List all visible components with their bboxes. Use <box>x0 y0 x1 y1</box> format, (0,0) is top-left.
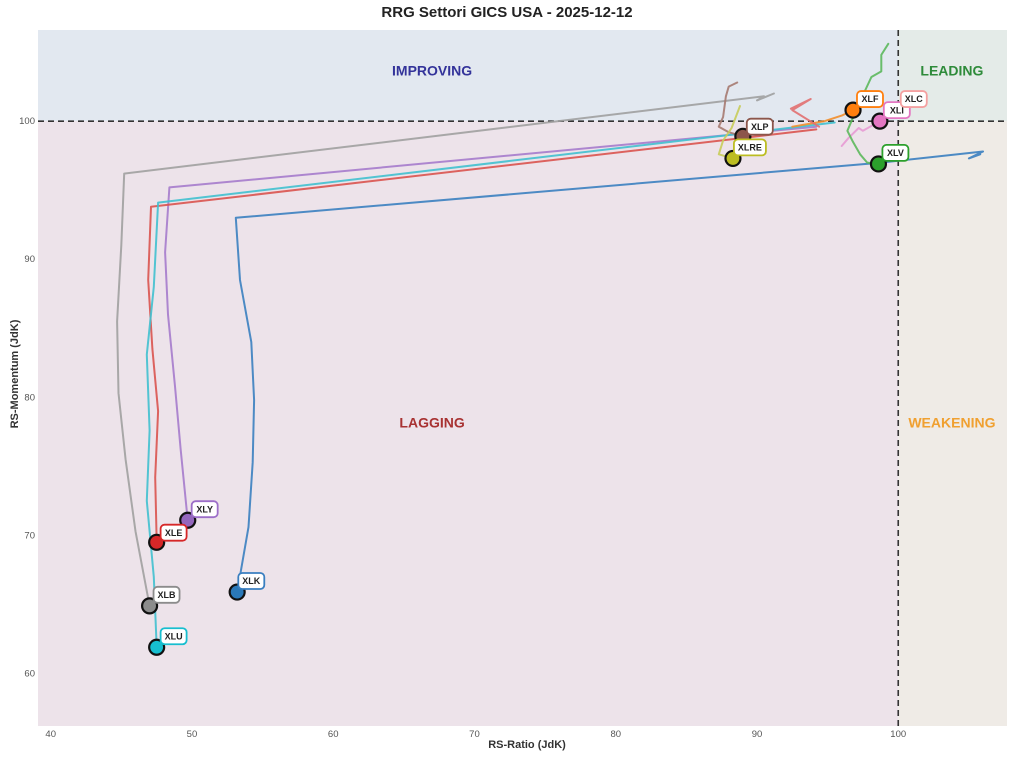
point-xlb <box>140 597 159 615</box>
y-tick: 90 <box>24 254 35 265</box>
trail-xlu <box>145 121 836 649</box>
y-tick: 70 <box>24 530 35 541</box>
trail-xlk <box>234 150 984 593</box>
quadrant-lagging <box>38 121 899 726</box>
label-box <box>745 117 774 136</box>
trail-xlb <box>116 92 775 607</box>
x-tick: 50 <box>187 729 198 740</box>
label-text: XLB <box>158 590 177 600</box>
quadrant-label-improving: IMPROVING <box>392 63 472 79</box>
x-tick: 70 <box>469 729 480 740</box>
x-tick: 60 <box>328 729 339 740</box>
label-box <box>152 585 181 604</box>
trail-xlv <box>846 42 890 165</box>
label-text: XLY <box>196 504 213 514</box>
x-tick: 80 <box>610 729 621 740</box>
label-text: XLF <box>861 94 879 104</box>
label-text: XLRE <box>738 143 762 153</box>
label-box <box>856 90 884 108</box>
label-text: XLP <box>751 122 769 132</box>
quadrant-backgrounds <box>38 30 1007 726</box>
label-xlb: XLB <box>152 585 181 604</box>
x-tick: 90 <box>752 729 763 740</box>
point-xlu <box>148 638 166 656</box>
quadrant-weakening <box>898 121 1007 726</box>
label-xlu: XLU <box>159 627 188 646</box>
label-box <box>159 523 188 542</box>
y-tick: 100 <box>19 116 35 127</box>
label-text: XLI <box>890 105 904 115</box>
x-tick: 40 <box>45 729 56 740</box>
quadrant-improving <box>38 30 899 122</box>
label-xle: XLE <box>159 523 188 542</box>
quadrant-labels: IMPROVING LEADING LAGGING WEAKENING <box>392 63 996 431</box>
point-xlf <box>844 101 862 119</box>
x-axis-label: RS-Ratio (JdK) <box>488 739 566 751</box>
label-text: XLK <box>242 576 261 586</box>
label-text: XLC <box>905 94 924 104</box>
x-tick: 100 <box>890 729 906 740</box>
label-box <box>190 500 219 519</box>
label-box <box>237 572 266 590</box>
label-xlv: XLV <box>881 144 910 162</box>
label-xly: XLY <box>190 500 219 519</box>
sector-points <box>140 101 889 656</box>
trail-xlre <box>717 105 741 160</box>
sector-trails <box>116 42 984 649</box>
axis-ticks: 40 50 60 70 80 90 100 60 70 80 90 100 <box>19 116 906 740</box>
label-text: XLV <box>887 148 904 158</box>
trail-xli <box>840 120 881 147</box>
label-text: XLE <box>165 528 183 538</box>
label-box <box>899 90 928 108</box>
label-xlf: XLF <box>856 90 884 108</box>
label-box <box>733 138 767 157</box>
label-text: XLU <box>165 631 183 641</box>
quadrant-label-lagging: LAGGING <box>399 415 464 431</box>
quadrant-label-weakening: WEAKENING <box>908 415 995 431</box>
trail-xlc <box>789 98 821 128</box>
point-xlv <box>869 155 888 173</box>
trail-xly <box>164 125 818 522</box>
label-xlp: XLP <box>745 117 774 136</box>
y-tick: 80 <box>24 392 35 403</box>
label-box <box>159 627 188 646</box>
label-xlc: XLC <box>899 90 928 108</box>
chart-title: RRG Settori GICS USA - 2025-12-12 <box>381 4 633 21</box>
trail-xle <box>147 128 818 544</box>
point-xli <box>871 112 889 130</box>
label-xlre: XLRE <box>733 138 767 157</box>
quadrant-label-leading: LEADING <box>920 63 983 79</box>
y-tick: 60 <box>24 669 35 680</box>
label-box <box>881 144 910 162</box>
label-xlk: XLK <box>237 572 266 590</box>
